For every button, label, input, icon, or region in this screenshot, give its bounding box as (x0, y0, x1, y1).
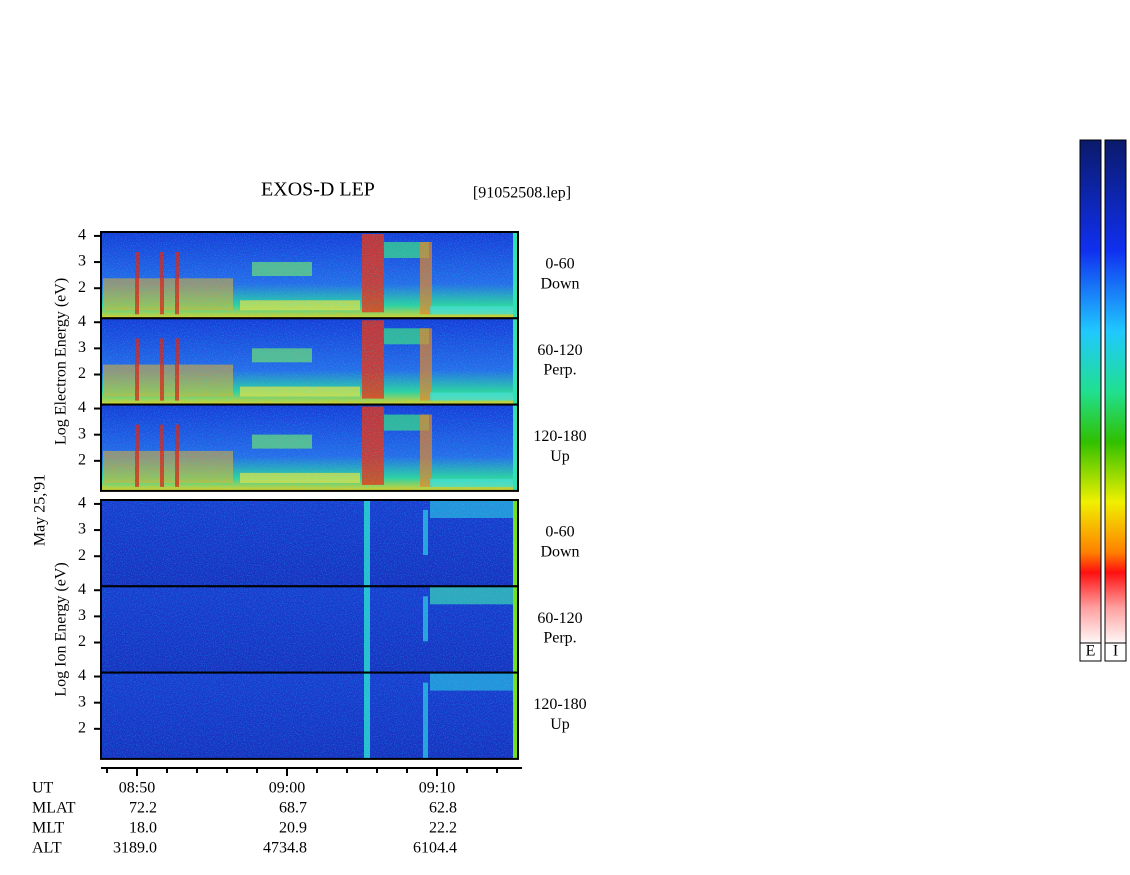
ephemeris-value: 6104.4 (413, 840, 457, 857)
panel-range: 0-60 (545, 255, 574, 272)
y-tick-label: 2 (78, 547, 86, 564)
panel-range: 60-120 (537, 342, 582, 359)
file-name: [91052508.lep] (473, 185, 571, 202)
panel-direction: Perp. (543, 630, 576, 647)
noise (101, 404, 518, 491)
panel-direction: Up (550, 448, 570, 465)
title: EXOS-D LEP (261, 179, 375, 201)
y-tick-label: 3 (78, 253, 86, 270)
ephemeris-value: 68.7 (279, 800, 307, 817)
panel-direction: Down (540, 275, 579, 292)
panel-direction: Up (550, 716, 570, 733)
y-tick-label: 3 (78, 339, 86, 356)
x-tick-label: 08:50 (119, 780, 155, 797)
x-tick-label: 09:00 (269, 780, 305, 797)
ephemeris-name: MLT (32, 820, 65, 837)
y-axis-label: Log Ion Energy (eV) (53, 562, 70, 696)
edge-strip (513, 586, 518, 673)
y-tick-label: 4 (78, 399, 86, 416)
ephemeris-name: ALT (32, 840, 62, 857)
y-tick-label: 2 (78, 633, 86, 650)
y-tick-label: 4 (78, 227, 86, 244)
edge-strip (513, 232, 518, 319)
ephemeris-name: UT (32, 780, 54, 797)
edge-strip (513, 672, 518, 759)
color-bar (1079, 139, 1102, 644)
color-bar (1104, 139, 1127, 644)
date: May 25,'91 (32, 474, 49, 546)
ephemeris-name: MLAT (32, 800, 76, 817)
y-tick-label: 4 (78, 581, 86, 598)
y-axis-label: Log Electron Energy (eV) (53, 278, 70, 445)
panel-frame (100, 403, 519, 492)
x-tick-label: 09:10 (419, 780, 455, 797)
noise (101, 500, 518, 587)
y-tick-label: 2 (78, 365, 86, 382)
color-bar-label: I (1113, 643, 1118, 660)
panel-range: 120-180 (533, 696, 586, 713)
y-tick-label: 3 (78, 607, 86, 624)
ephemeris-value: 72.2 (129, 800, 157, 817)
edge-strip (513, 500, 518, 587)
ephemeris-value: 20.9 (279, 820, 307, 837)
color-bar-label-box (1104, 642, 1127, 662)
noise (101, 318, 518, 405)
y-tick-label: 4 (78, 495, 86, 512)
panel-range: 60-120 (537, 610, 582, 627)
y-tick-label: 3 (78, 425, 86, 442)
y-tick-label: 2 (78, 279, 86, 296)
y-tick-label: 2 (78, 451, 86, 468)
edge-strip (513, 318, 518, 405)
y-tick-label: 3 (78, 693, 86, 710)
noise (101, 586, 518, 673)
y-tick-label: 4 (78, 667, 86, 684)
color-bar-label-box (1079, 642, 1102, 662)
panel-frame (100, 671, 519, 760)
y-tick-label: 3 (78, 521, 86, 538)
noise (101, 672, 518, 759)
noise (101, 232, 518, 319)
panel-range: 0-60 (545, 523, 574, 540)
ephemeris-value: 22.2 (429, 820, 457, 837)
ephemeris-value: 62.8 (429, 800, 457, 817)
ephemeris-value: 3189.0 (113, 840, 157, 857)
y-tick-label: 2 (78, 719, 86, 736)
panel-direction: Perp. (543, 362, 576, 379)
y-tick-label: 4 (78, 313, 86, 330)
panel-range: 120-180 (533, 428, 586, 445)
color-bar-label: E (1086, 643, 1096, 660)
ephemeris-value: 4734.8 (263, 840, 307, 857)
edge-strip (513, 404, 518, 491)
ephemeris-value: 18.0 (129, 820, 157, 837)
panel-direction: Down (540, 543, 579, 560)
